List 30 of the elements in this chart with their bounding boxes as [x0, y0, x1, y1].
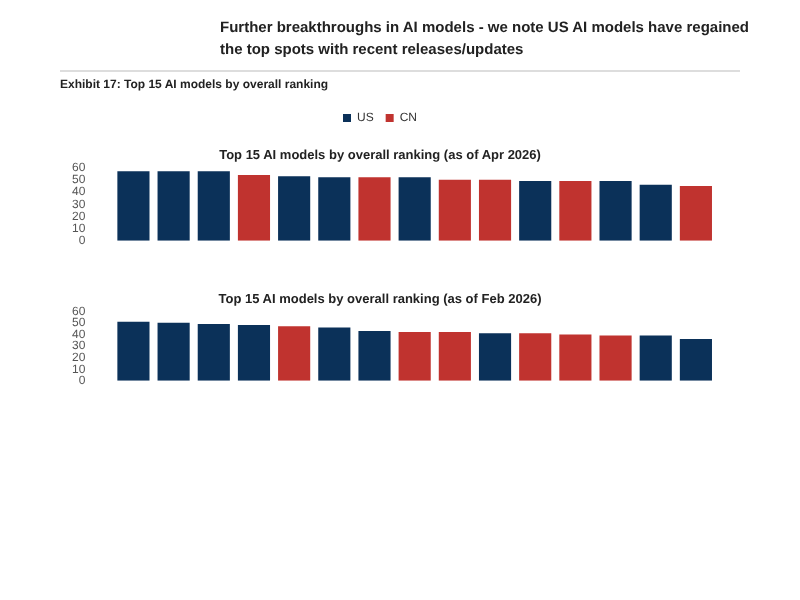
- bar: [398, 332, 431, 381]
- bar: [478, 179, 512, 241]
- bar: [237, 325, 271, 381]
- bar: [599, 335, 632, 381]
- bar: [559, 181, 592, 241]
- bar: [639, 184, 672, 241]
- bar: [117, 171, 150, 241]
- bar: [278, 326, 311, 381]
- bar: [157, 322, 190, 381]
- bar: [157, 171, 190, 241]
- bar: [197, 171, 230, 241]
- bar: [278, 176, 311, 241]
- bar: [519, 181, 552, 241]
- bar: [438, 179, 471, 241]
- bar: [478, 333, 512, 381]
- bar: [398, 177, 431, 241]
- bar: [318, 177, 351, 241]
- bar: [438, 332, 471, 381]
- bar: [519, 333, 552, 381]
- bar: [599, 181, 632, 241]
- bar: [639, 335, 672, 381]
- bar: [679, 339, 712, 381]
- bar: [318, 327, 351, 381]
- bar: [117, 321, 150, 381]
- bar: [358, 177, 391, 241]
- bar: [559, 334, 592, 381]
- bar: [197, 323, 230, 381]
- bar: [237, 174, 271, 241]
- bar: [679, 185, 712, 241]
- bar: [358, 330, 391, 381]
